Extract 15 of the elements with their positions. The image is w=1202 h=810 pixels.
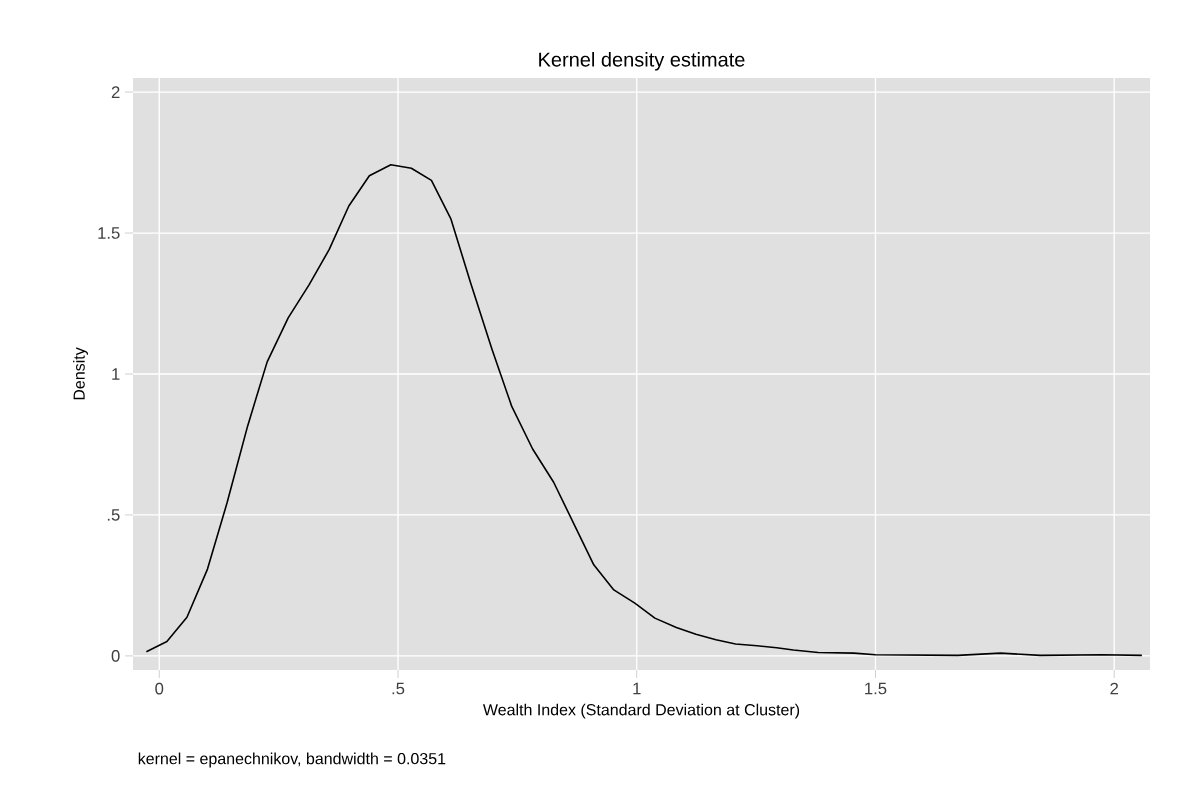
chart-title: Kernel density estimate (539, 51, 745, 71)
y-tick-label: 2 (111, 86, 120, 98)
y-tick-label: 1.5 (98, 227, 120, 239)
text: kernel = epanechnikov, bandwidth = 0.0351 (138, 752, 446, 768)
y-tick-label: 1 (112, 368, 120, 380)
x-axis-title: Wealth Index (Standard Deviation at Cluster) (482, 703, 800, 719)
y-tick-label: .5 (107, 509, 120, 521)
y-tick-label: 0 (111, 650, 120, 662)
x-tick-label: 0 (155, 682, 164, 695)
x-tick-label: 1.5 (865, 682, 887, 695)
x-tick-label: .5 (392, 682, 405, 695)
y-axis-title: Density (73, 347, 88, 400)
line-series (145, 164, 1143, 657)
x-tick-label: 2 (1110, 682, 1118, 695)
x-tick-label: 1 (633, 682, 641, 695)
